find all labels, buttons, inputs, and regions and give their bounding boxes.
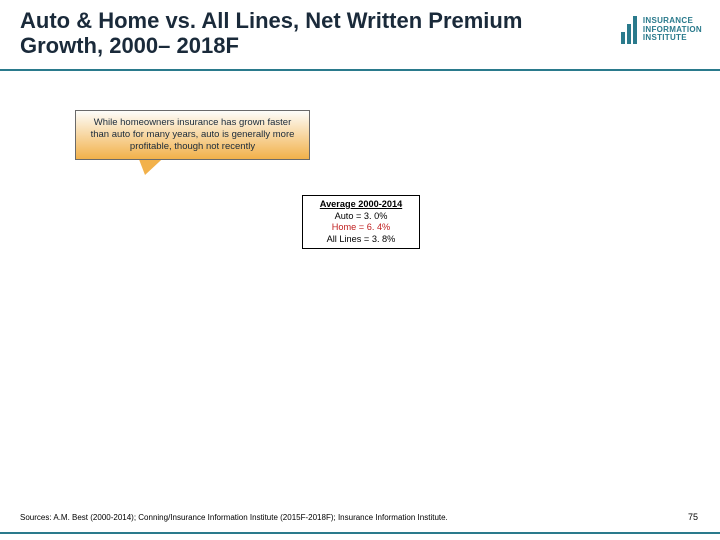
averages-box: Average 2000-2014 Auto = 3. 0% Home = 6.… <box>302 195 420 249</box>
callout-wrap: While homeowners insurance has grown fas… <box>75 110 310 160</box>
iii-logo: INSURANCE INFORMATION INSTITUTE <box>621 16 702 44</box>
avg-heading: Average 2000-2014 <box>307 199 415 211</box>
logo-bars-icon <box>621 16 637 44</box>
page-number: 75 <box>688 512 698 522</box>
logo-line3: INSTITUTE <box>643 34 702 42</box>
avg-home: Home = 6. 4% <box>307 222 415 234</box>
sources-note: Sources: A.M. Best (2000-2014); Conning/… <box>20 513 448 522</box>
avg-all: All Lines = 3. 8% <box>307 234 415 246</box>
callout-box: While homeowners insurance has grown fas… <box>75 110 310 160</box>
logo-text: INSURANCE INFORMATION INSTITUTE <box>643 17 702 42</box>
avg-auto: Auto = 3. 0% <box>307 211 415 223</box>
slide-title: Auto & Home vs. All Lines, Net Written P… <box>20 8 540 59</box>
footer-rule <box>0 532 720 534</box>
slide-header: Auto & Home vs. All Lines, Net Written P… <box>0 0 720 71</box>
